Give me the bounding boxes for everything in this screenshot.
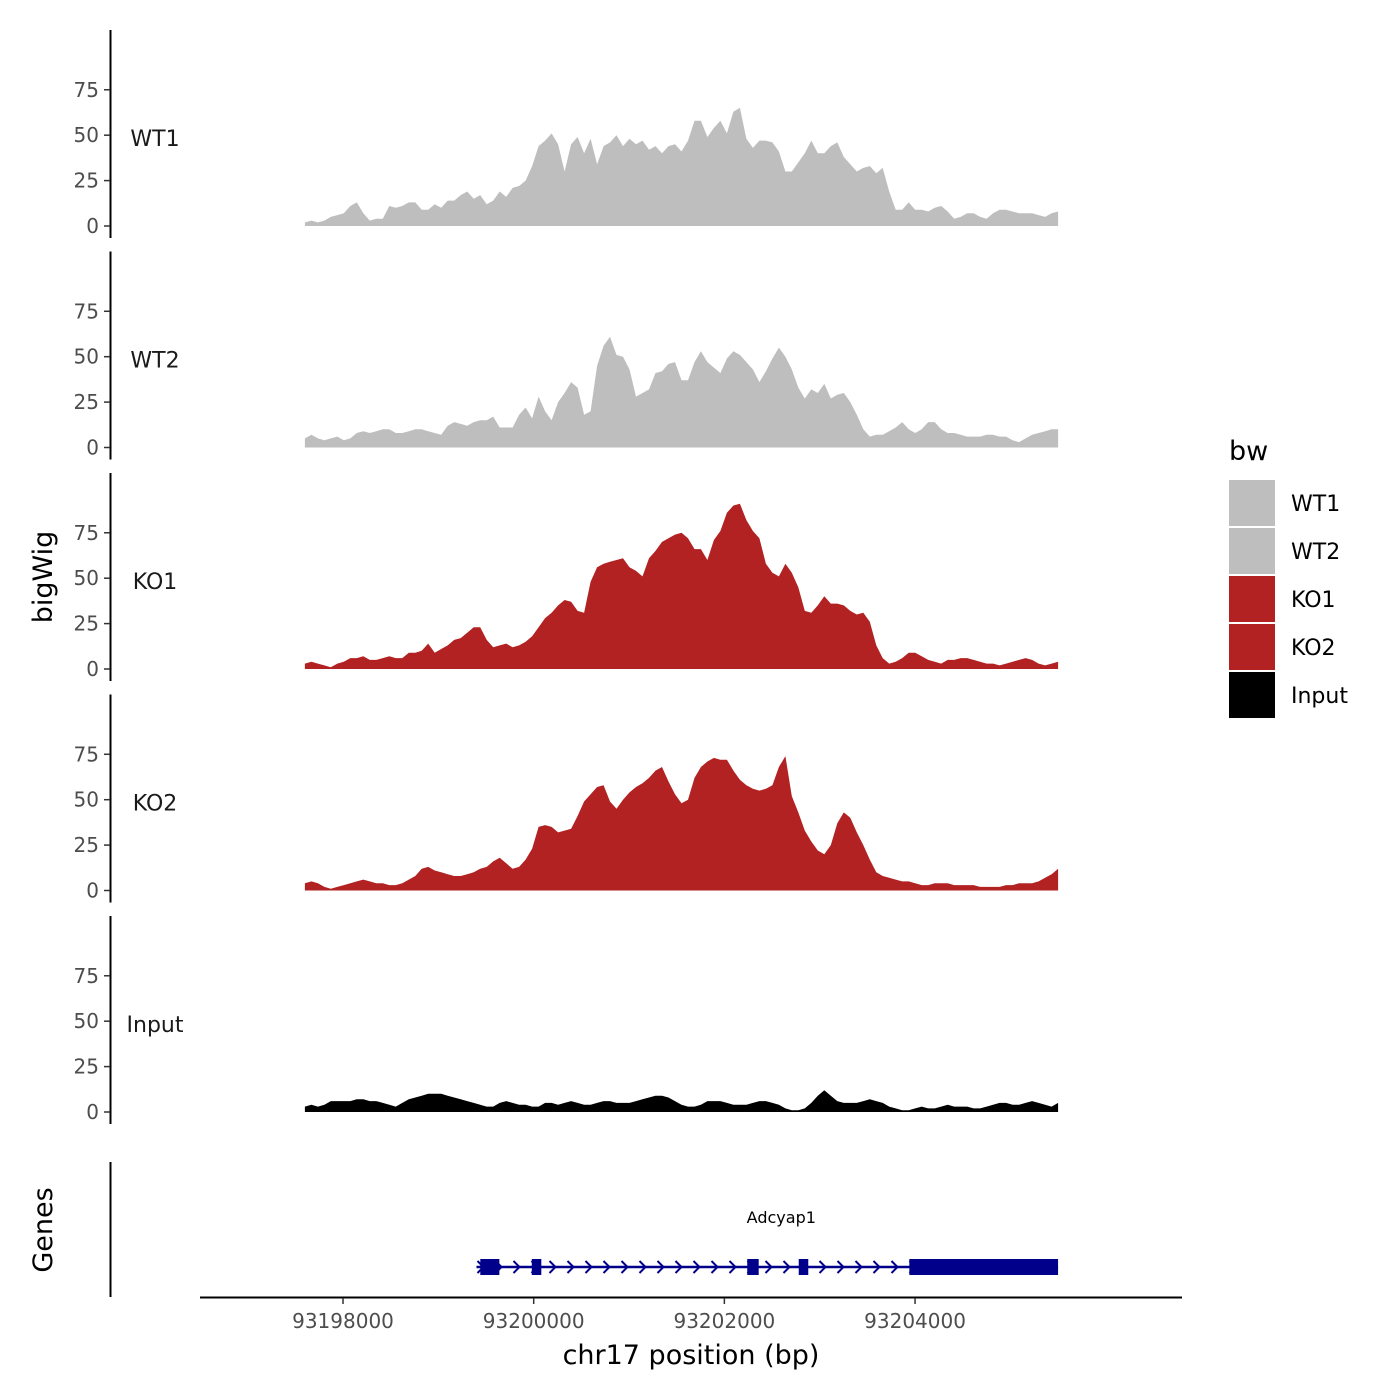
x-ticks: 93198000 93200000 93202000 93204000: [292, 1298, 966, 1333]
y-tick-label: 75: [74, 964, 99, 988]
track-label-input: Input: [127, 1013, 184, 1038]
y-tick-label: 0: [86, 657, 99, 681]
strand-arrow: [602, 1260, 611, 1274]
strand-arrow: [692, 1260, 701, 1274]
gene-name-label: Adcyap1: [747, 1208, 816, 1227]
legend: bw WT1 WT2 KO1 KO2 Input: [1229, 436, 1348, 718]
y-tick-label: 75: [74, 78, 99, 102]
y-tick-label: 25: [74, 390, 99, 414]
track-label-wt2: WT2: [130, 349, 179, 374]
legend-label-wt2: WT2: [1291, 540, 1340, 565]
y-tick-label: 25: [74, 833, 99, 857]
strand-arrow: [656, 1260, 665, 1274]
signal-tracks: 0 25 50 75 WT1 0 25 50 75 WT2 0 25 50 75 KO1 0 25 50 75 KO2…: [74, 30, 1059, 1124]
strand-arrow: [620, 1260, 629, 1274]
legend-label-ko2: KO2: [1291, 636, 1336, 661]
y-tick-label: 25: [74, 1055, 99, 1079]
genes-panel: Genes Adcyap1: [28, 1162, 1059, 1297]
legend-label-wt1: WT1: [1291, 492, 1340, 517]
y-tick-label: 75: [74, 299, 99, 323]
y-tick-label: 50: [74, 345, 99, 369]
legend-swatch-wt2: [1229, 528, 1275, 574]
track-label-ko1: KO1: [133, 570, 178, 595]
y-tick-label: 50: [74, 1009, 99, 1033]
track-input: 0 25 50 75 Input: [74, 916, 1059, 1124]
exon-2: [531, 1259, 542, 1275]
x-tick-label: 93202000: [673, 1309, 775, 1333]
legend-swatch-wt1: [1229, 480, 1275, 526]
strand-arrow: [890, 1260, 899, 1274]
y-axis-title-group: bigWig: [28, 531, 59, 624]
strand-arrow: [818, 1260, 827, 1274]
strand-arrow: [782, 1260, 791, 1274]
x-axis: 93198000 93200000 93202000 93204000 chr17 p…: [200, 1296, 1182, 1371]
strand-arrow: [638, 1260, 647, 1274]
legend-swatch-ko1: [1229, 576, 1275, 622]
legend-label-ko1: KO1: [1291, 588, 1336, 613]
strand-arrow: [872, 1260, 881, 1274]
y-tick-label: 0: [86, 1100, 99, 1124]
legend-swatch-input: [1229, 672, 1275, 718]
strand-arrow: [728, 1260, 737, 1274]
y-tick-label: 50: [74, 788, 99, 812]
gene-model: [476, 1259, 1059, 1275]
strand-arrow: [548, 1260, 557, 1274]
y-axis-title: bigWig: [28, 531, 59, 624]
y-tick-label: 25: [74, 169, 99, 193]
track-ko2: 0 25 50 75 KO2: [74, 694, 1059, 903]
strand-arrow: [674, 1260, 683, 1274]
y-tick-label: 0: [86, 436, 99, 460]
y-tick-label: 25: [74, 612, 99, 636]
signal-area-wt2: [304, 336, 1059, 448]
signal-area-ko2: [304, 756, 1059, 891]
exon-5: [909, 1259, 1059, 1275]
strand-arrow: [836, 1260, 845, 1274]
y-tick-label: 75: [74, 521, 99, 545]
strand-arrow: [566, 1260, 575, 1274]
strand-arrow: [512, 1260, 521, 1274]
x-tick-label: 93204000: [864, 1309, 966, 1333]
track-ko1: 0 25 50 75 KO1: [74, 473, 1059, 681]
legend-entries: WT1 WT2 KO1 KO2 Input: [1229, 480, 1348, 718]
y-tick-label: 50: [74, 566, 99, 590]
y-tick-label: 75: [74, 742, 99, 766]
legend-title: bw: [1229, 436, 1268, 467]
strand-arrow: [854, 1260, 863, 1274]
exon-1: [480, 1259, 500, 1275]
genes-axis-title: Genes: [28, 1187, 59, 1272]
strand-arrow: [710, 1260, 719, 1274]
signal-area-ko1: [304, 503, 1059, 669]
y-tick-label: 0: [86, 214, 99, 238]
signal-area-input: [304, 1090, 1059, 1112]
exon-3: [747, 1259, 759, 1275]
x-axis-title: chr17 position (bp): [563, 1340, 820, 1371]
track-label-ko2: KO2: [133, 792, 178, 817]
track-label-wt1: WT1: [130, 127, 179, 152]
track-wt2: 0 25 50 75 WT2: [74, 251, 1059, 460]
legend-swatch-ko2: [1229, 624, 1275, 670]
x-tick-label: 93198000: [292, 1309, 394, 1333]
strand-arrow: [764, 1260, 773, 1274]
track-wt1: 0 25 50 75 WT1: [74, 30, 1059, 238]
exon-4: [798, 1259, 809, 1275]
y-tick-label: 0: [86, 879, 99, 903]
strand-arrow: [584, 1260, 593, 1274]
legend-label-input: Input: [1291, 684, 1348, 709]
signal-area-wt1: [304, 107, 1059, 226]
x-tick-label: 93200000: [483, 1309, 585, 1333]
y-tick-label: 50: [74, 123, 99, 147]
